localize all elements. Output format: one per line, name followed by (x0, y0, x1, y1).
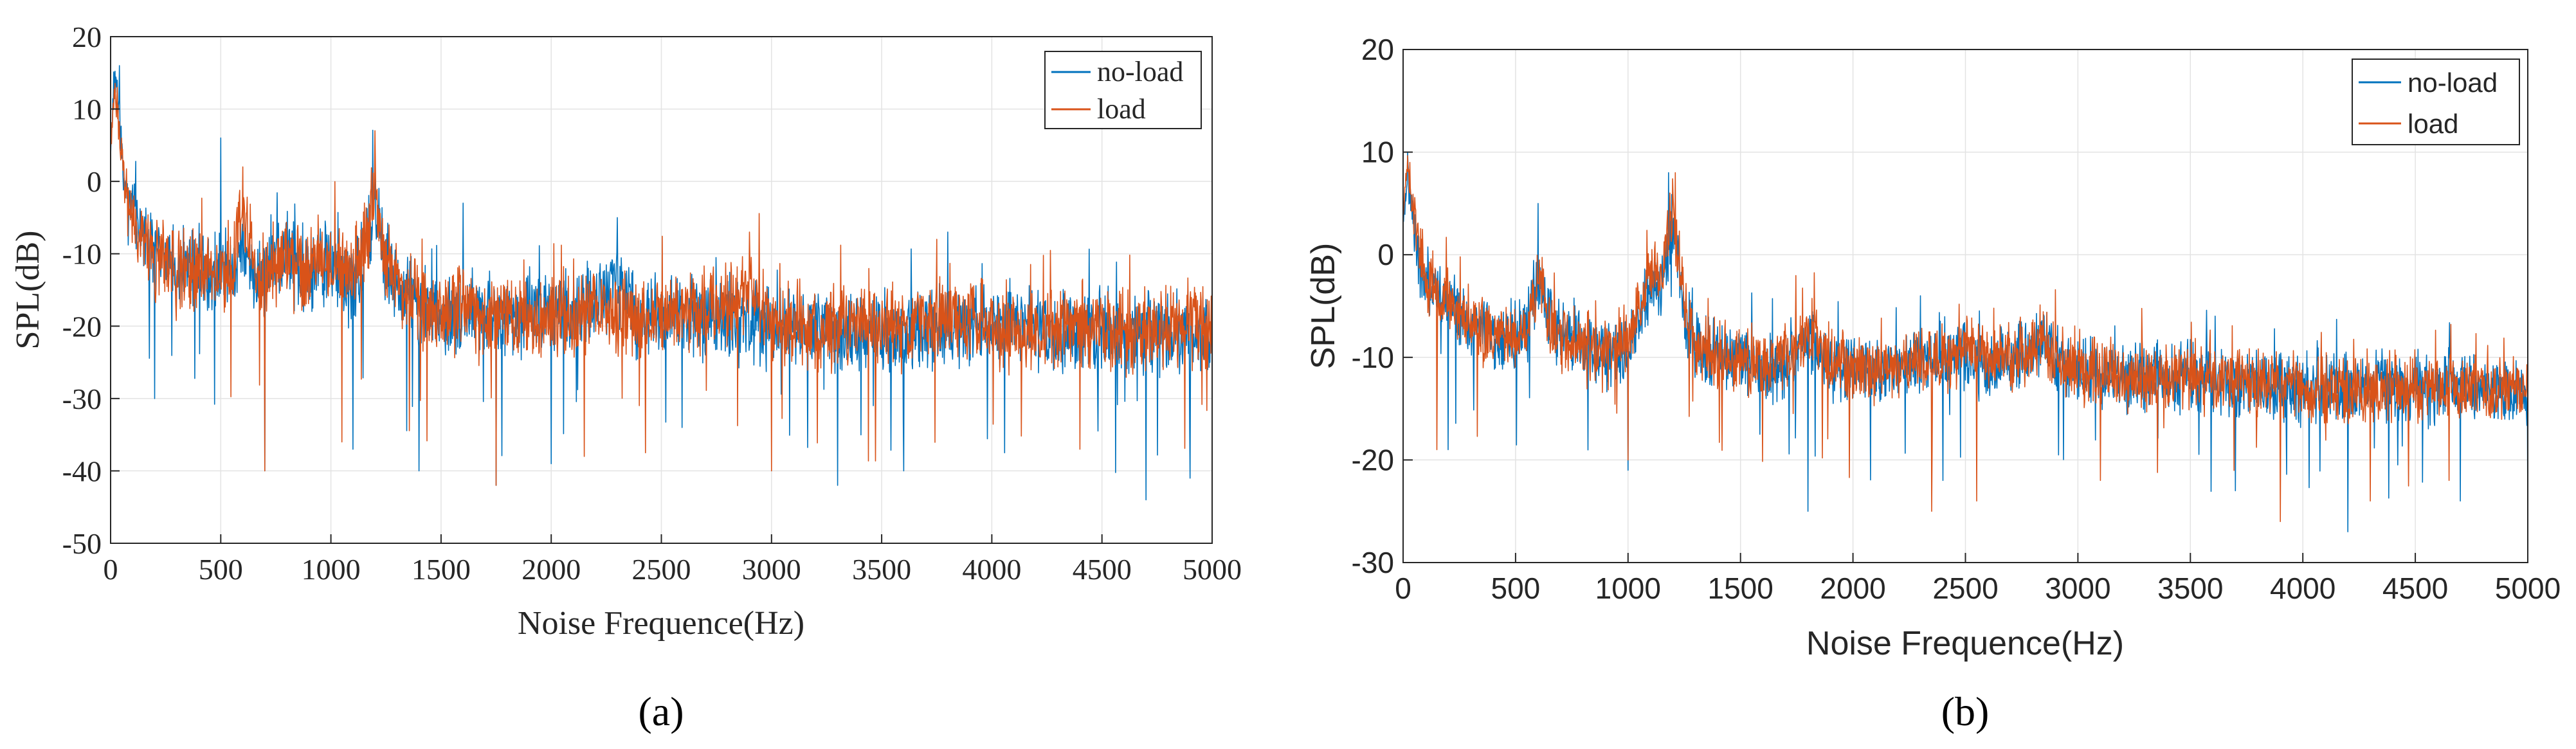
y-tick-label: 0 (1377, 238, 1394, 271)
x-tick-label: 3500 (852, 553, 911, 586)
series-group-b (1402, 151, 2528, 532)
series-group-a (110, 65, 1213, 501)
chart-panel-b: 0 500 1000 1500 2000 2500 3000 3500 4000 4500 5000… (1305, 33, 2561, 734)
y-ticks-a: 20 10 0 -10 -20 -30 -40 -50 (62, 21, 120, 560)
y-tick-label: -50 (62, 527, 102, 560)
chart-panel-a: 0 500 1000 1500 2000 2500 3000 3500 4000 4500 5000… (10, 21, 1242, 734)
x-tick-label: 0 (104, 553, 118, 586)
x-tick-label: 4500 (1073, 553, 1132, 586)
x-axis-label-a: Noise Frequence(Hz) (518, 605, 804, 642)
legend-box-b (2352, 59, 2520, 145)
x-tick-label: 3500 (2157, 572, 2223, 605)
legend-b: no-load load (2352, 59, 2520, 145)
y-tick-label: -20 (62, 310, 102, 343)
y-tick-label: 20 (1361, 33, 1394, 66)
legend-label-load-a: load (1097, 93, 1146, 125)
x-tick-label: 2000 (1820, 572, 1885, 605)
x-ticks-a: 0 500 1000 1500 2000 2500 3000 3500 4000 4500 5000 (104, 534, 1242, 586)
x-tick-label: 1000 (1595, 572, 1661, 605)
x-tick-label: 500 (1491, 572, 1541, 605)
x-tick-label: 500 (199, 553, 243, 586)
x-tick-label: 2500 (632, 553, 691, 586)
x-tick-label: 1000 (302, 553, 361, 586)
y-tick-label: 20 (72, 21, 102, 53)
x-tick-label: 2500 (1932, 572, 1998, 605)
y-tick-label: 10 (1361, 136, 1394, 169)
legend-a: no-load load (1044, 51, 1202, 129)
x-tick-label: 5000 (2495, 572, 2561, 605)
x-tick-label: 4500 (2382, 572, 2448, 605)
x-axis-label-b: Noise Frequence(Hz) (1806, 625, 2124, 662)
caption-b: (b) (1941, 689, 1990, 734)
x-tick-label: 0 (1395, 572, 1411, 605)
x-ticks-b: 0 500 1000 1500 2000 2500 3000 3500 4000 4500 5000 (1395, 553, 2561, 605)
x-tick-label: 5000 (1183, 553, 1242, 586)
legend-label-no-load-a: no-load (1097, 56, 1183, 87)
y-axis-label-a: SPL(dB) (10, 231, 46, 350)
x-tick-label: 2000 (522, 553, 581, 586)
x-tick-label: 1500 (412, 553, 471, 586)
legend-label-no-load-b: no-load (2408, 68, 2498, 98)
y-axis-label-b: SPL(dB) (1305, 243, 1342, 370)
series-line-load (1402, 155, 2528, 522)
caption-a: (a) (638, 689, 684, 734)
y-tick-label: -20 (1352, 443, 1394, 476)
x-tick-label: 3000 (742, 553, 801, 586)
x-tick-label: 3000 (2045, 572, 2110, 605)
legend-box-a (1044, 51, 1202, 129)
y-tick-label: -30 (1352, 546, 1394, 579)
y-tick-label: -40 (62, 455, 102, 487)
x-tick-label: 4000 (962, 553, 1021, 586)
legend-label-load-b: load (2408, 109, 2458, 139)
y-tick-label: -10 (62, 238, 102, 271)
x-tick-label: 4000 (2270, 572, 2336, 605)
x-tick-label: 1500 (1708, 572, 1773, 605)
y-tick-label: -10 (1352, 341, 1394, 374)
y-tick-label: 0 (87, 165, 102, 198)
y-tick-label: -30 (62, 383, 102, 415)
series-line-load (110, 82, 1213, 486)
y-tick-label: 10 (72, 93, 102, 126)
y-ticks-b: 20 10 0 -10 -20 -30 (1352, 33, 1413, 579)
